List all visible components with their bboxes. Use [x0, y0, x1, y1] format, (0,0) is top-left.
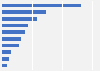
Bar [2, 4, 81, 7]
Bar [2, 50, 11, 54]
Bar [2, 57, 9, 61]
Bar [2, 30, 25, 34]
Bar [2, 37, 21, 41]
Bar [2, 44, 19, 47]
Bar [2, 10, 46, 14]
Bar [2, 64, 7, 67]
Bar [2, 24, 28, 27]
Bar [2, 17, 37, 21]
